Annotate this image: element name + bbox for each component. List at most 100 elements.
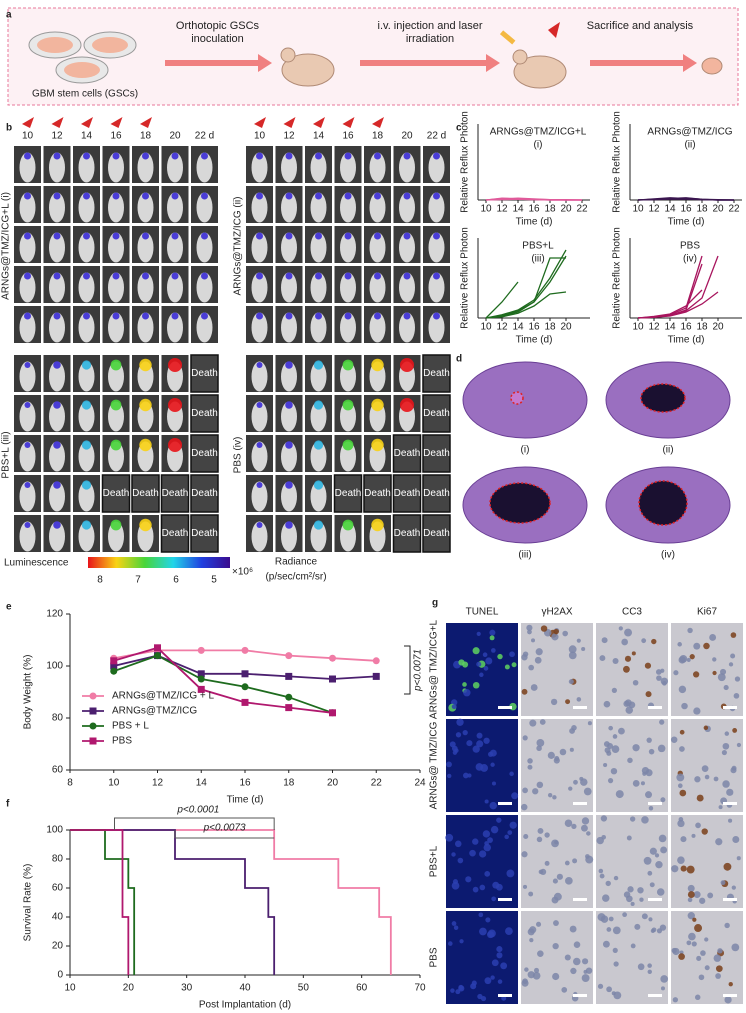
stain-image	[596, 623, 668, 716]
series-line	[485, 291, 567, 319]
nucleus	[491, 959, 499, 967]
mouse-body	[340, 312, 356, 343]
stain-image	[596, 719, 668, 812]
nucleus	[569, 747, 574, 752]
nucleus	[717, 673, 726, 682]
day-label: 22 d	[427, 131, 446, 142]
nucleus	[496, 817, 502, 823]
nucleus	[677, 642, 682, 647]
x-tick-label: 12	[496, 204, 508, 215]
series-line	[637, 255, 719, 319]
mouse-body	[196, 312, 213, 343]
signal	[344, 272, 352, 280]
nucleus	[704, 965, 710, 971]
nucleus	[691, 833, 696, 838]
nucleus	[647, 870, 653, 876]
mouse-body	[108, 232, 124, 263]
mouse-body	[108, 192, 124, 223]
nucleus	[536, 781, 544, 789]
colorbar-tick: 6	[173, 575, 179, 586]
nucleus	[553, 920, 559, 926]
signal	[201, 152, 208, 160]
mouse-body	[49, 152, 65, 183]
x-tick-label: 20	[560, 322, 572, 333]
nucleus	[540, 625, 548, 632]
nucleus	[613, 961, 619, 967]
nucleus	[703, 642, 710, 650]
nucleus	[552, 942, 559, 950]
nucleus	[586, 831, 591, 836]
nucleus	[637, 887, 644, 894]
nucleus	[731, 943, 740, 952]
signal	[112, 312, 120, 320]
mouse-body	[310, 312, 327, 343]
signal	[24, 152, 31, 160]
nucleus	[576, 697, 582, 702]
nucleus	[612, 734, 618, 739]
nucleus	[451, 881, 460, 890]
death-label: Death	[423, 488, 450, 499]
nucleus	[642, 771, 647, 776]
nucleus	[689, 654, 695, 660]
nucleus	[485, 657, 493, 665]
scale-bar	[723, 802, 737, 805]
nucleus	[572, 957, 581, 966]
signal	[53, 401, 61, 409]
death-label: Death	[191, 408, 218, 419]
nucleus	[536, 739, 545, 747]
step-label: Sacrifice and analysis	[586, 20, 694, 32]
mouse-body	[137, 192, 154, 223]
panel-letter: f	[6, 799, 10, 810]
x-tick-label: 16	[680, 204, 692, 215]
signal	[110, 439, 122, 451]
nucleus	[478, 912, 484, 918]
nucleus	[531, 638, 536, 643]
nucleus	[625, 706, 634, 714]
nucleus	[687, 891, 695, 898]
mouse-body	[281, 152, 297, 183]
nucleus	[454, 748, 459, 753]
nucleus	[565, 699, 571, 705]
nucleus	[608, 916, 614, 922]
stain-image	[521, 815, 593, 908]
death-label: Death	[364, 488, 391, 499]
x-axis-label: Time (d)	[227, 795, 264, 806]
nucleus	[677, 783, 683, 789]
stain-header: γH2AX	[541, 607, 572, 618]
nucleus	[506, 869, 515, 878]
signal	[142, 312, 149, 320]
nucleus	[630, 943, 636, 949]
nucleus	[724, 731, 730, 736]
mouse-body	[251, 361, 268, 392]
signal	[139, 398, 152, 412]
mouse-body	[167, 272, 183, 303]
nucleus	[694, 776, 701, 783]
x-tick-label: 10	[480, 204, 492, 215]
signal	[168, 398, 182, 412]
signal	[201, 232, 208, 240]
nucleus	[720, 880, 726, 886]
y-axis-label: Relative Reflux Photon	[612, 111, 623, 213]
signal	[313, 440, 324, 450]
chart-title: ARNGs@TMZ/ICG	[647, 127, 732, 138]
day-label: 20	[169, 131, 181, 142]
death-cell	[190, 354, 219, 393]
scale-bar	[498, 994, 512, 997]
day-label: 22 d	[195, 131, 214, 142]
nucleus	[656, 888, 665, 896]
death-cell	[101, 474, 131, 513]
mouse-body	[340, 272, 356, 303]
nucleus	[719, 668, 727, 675]
x-tick-label: 16	[528, 204, 540, 215]
nucleus	[581, 817, 590, 825]
signal	[403, 232, 411, 240]
annotation: p<0.0073	[203, 823, 246, 834]
signal	[142, 152, 149, 160]
nucleus	[611, 991, 616, 996]
nucleus	[732, 727, 738, 733]
nucleus	[489, 635, 495, 641]
signal	[168, 438, 182, 452]
signal	[139, 438, 152, 452]
chart-title: PBS+L	[522, 241, 554, 252]
